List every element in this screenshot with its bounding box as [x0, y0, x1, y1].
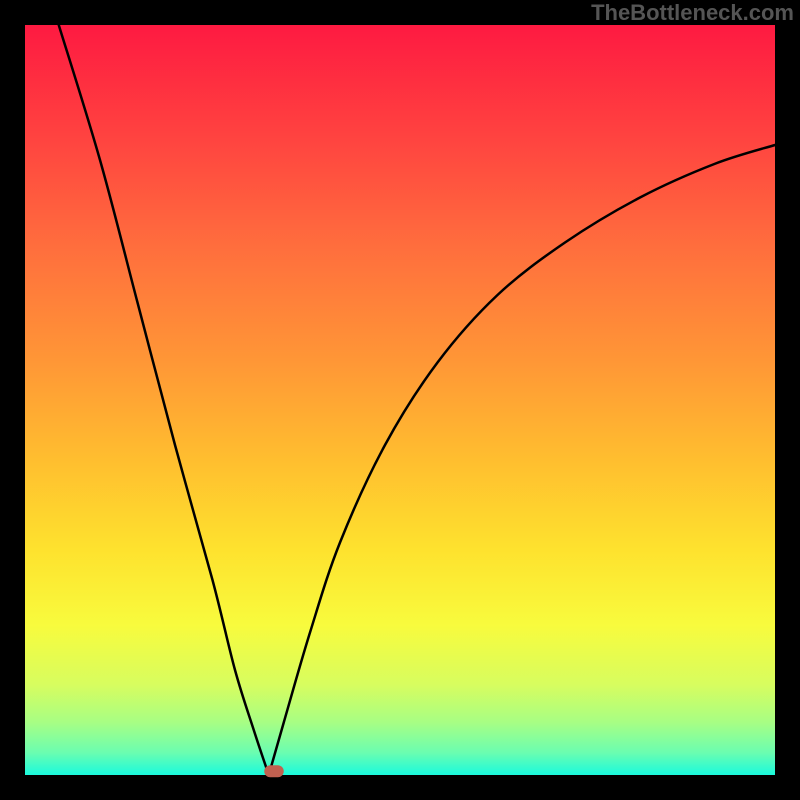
plot-background	[25, 25, 775, 775]
chart-svg	[0, 0, 800, 800]
watermark-text: TheBottleneck.com	[591, 0, 794, 26]
optimal-point-marker	[264, 765, 284, 777]
chart-container: TheBottleneck.com	[0, 0, 800, 800]
